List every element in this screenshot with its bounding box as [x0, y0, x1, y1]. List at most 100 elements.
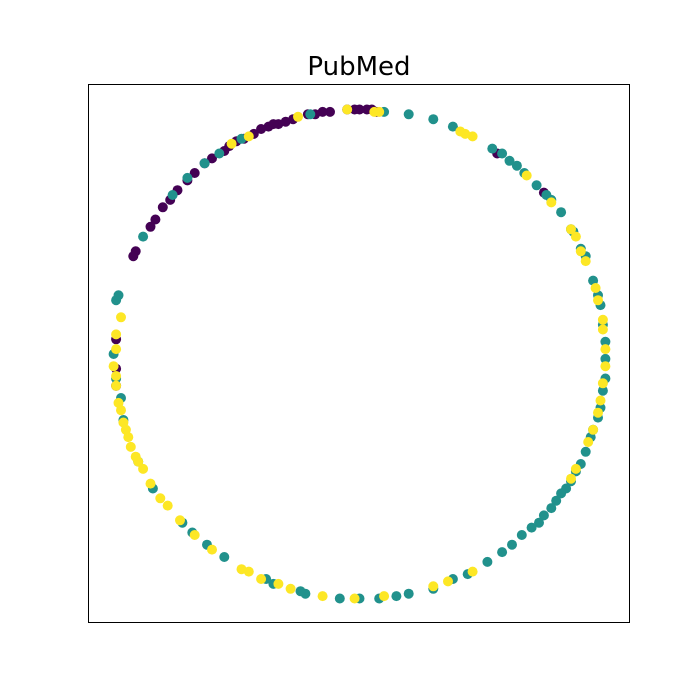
- scatter-point: [293, 111, 303, 122]
- scatter-point: [207, 544, 217, 555]
- scatter-point: [189, 530, 200, 540]
- scatter-point: [133, 456, 144, 467]
- scatter-point: [497, 148, 508, 159]
- scatter-point: [226, 138, 237, 149]
- scatter-point: [597, 314, 608, 325]
- scatter-point: [600, 353, 611, 364]
- scatter-point: [556, 207, 567, 218]
- scatter-point: [580, 446, 591, 457]
- scatter-point: [116, 312, 126, 323]
- scatter-point: [138, 463, 149, 474]
- scatter-point: [507, 539, 517, 550]
- scatter-point: [379, 591, 390, 602]
- scatter-point: [600, 336, 611, 347]
- scatter-point: [526, 522, 537, 533]
- scatter-point: [551, 495, 562, 506]
- scatter-point: [145, 221, 156, 232]
- scatter-point: [516, 530, 527, 540]
- scatter-point: [123, 432, 134, 443]
- scatter-point: [111, 344, 122, 355]
- scatter-point: [570, 463, 581, 474]
- scatter-point: [273, 578, 284, 589]
- scatter-point: [305, 109, 316, 120]
- scatter-point: [349, 593, 360, 604]
- scatter-point: [108, 361, 119, 372]
- scatter-point: [214, 148, 225, 159]
- scatter-point: [157, 202, 168, 213]
- scatter-point: [597, 324, 608, 335]
- scatter-point: [534, 517, 544, 528]
- scatter-point: [447, 121, 458, 132]
- scatter-point: [595, 395, 606, 406]
- scatter-point: [128, 251, 139, 262]
- scatter-point: [125, 441, 136, 452]
- scatter-point: [219, 552, 230, 562]
- scatter-point: [317, 591, 328, 602]
- scatter-point: [403, 109, 414, 120]
- scatter-point: [583, 437, 594, 447]
- scatter-point: [597, 385, 608, 396]
- scatter-point: [199, 158, 210, 169]
- scatter-point: [570, 231, 581, 242]
- scatter-point: [349, 104, 360, 115]
- scatter-point: [546, 503, 557, 514]
- scatter-point: [511, 160, 522, 171]
- scatter-point: [487, 143, 498, 154]
- scatter-point: [167, 190, 178, 200]
- scatter-point: [145, 478, 156, 489]
- scatter-point: [556, 488, 567, 499]
- scatter-point: [116, 405, 126, 416]
- scatter-point: [334, 593, 345, 604]
- scatter-point: [369, 106, 380, 117]
- scatter-point: [590, 283, 601, 293]
- chart-title: PubMed: [307, 52, 410, 82]
- scatter-point: [207, 153, 217, 164]
- scatter-point: [162, 500, 173, 511]
- scatter-point: [268, 119, 279, 130]
- scatter-point: [546, 197, 557, 208]
- scatter-point: [597, 378, 608, 389]
- scatter-point: [482, 556, 493, 567]
- scatter-point: [566, 473, 576, 484]
- scatter-point: [538, 510, 549, 521]
- scatter-point: [531, 180, 542, 191]
- scatter-point: [541, 190, 552, 200]
- scatter-point: [155, 493, 166, 504]
- scatter-point: [295, 586, 306, 597]
- points-layer: [108, 104, 611, 604]
- scatter-point: [256, 574, 267, 584]
- scatter-point: [455, 126, 466, 137]
- scatter-point: [182, 172, 193, 183]
- scatter-point: [243, 566, 254, 577]
- scatter-point: [391, 591, 402, 602]
- scatter-point: [467, 566, 478, 577]
- scatter-point: [403, 588, 414, 599]
- scatter-point: [575, 246, 586, 257]
- scatter-point: [521, 170, 532, 181]
- scatter-point: [113, 290, 124, 301]
- scatter-point: [588, 424, 599, 435]
- scatter-point: [600, 361, 611, 372]
- scatter-point: [285, 583, 296, 594]
- plot-frame: [88, 84, 630, 623]
- scatter-point: [111, 371, 122, 381]
- scatter-point: [566, 224, 576, 235]
- scatter-point: [342, 104, 353, 115]
- scatter-point: [580, 256, 591, 267]
- scatter-point: [325, 106, 335, 117]
- scatter-point: [443, 576, 453, 587]
- scatter-point: [111, 380, 122, 391]
- scatter-point: [504, 155, 515, 166]
- scatter-point: [175, 515, 185, 526]
- scatter-point: [243, 131, 254, 142]
- scatter-point: [593, 407, 603, 418]
- scatter-point: [600, 344, 611, 355]
- scatter-point: [497, 547, 508, 558]
- scatter-point: [111, 329, 122, 340]
- scatter-point: [428, 581, 439, 592]
- scatter-point: [138, 231, 149, 242]
- scatter-point: [593, 295, 603, 306]
- scatter-point: [428, 114, 439, 125]
- scatter-point: [150, 214, 161, 225]
